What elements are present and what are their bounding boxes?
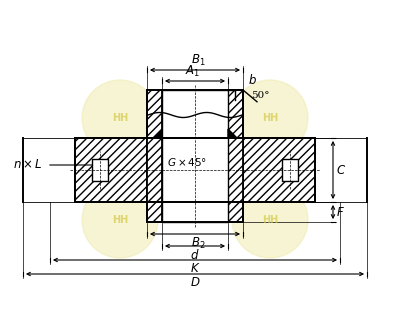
Bar <box>75 138 147 202</box>
Bar <box>228 138 243 202</box>
Text: HH: HH <box>112 215 128 225</box>
Text: $B_2$: $B_2$ <box>191 236 205 251</box>
Bar <box>162 90 228 222</box>
Text: $A_1$: $A_1$ <box>186 64 200 79</box>
Circle shape <box>232 182 308 258</box>
Bar <box>147 202 162 222</box>
Text: $B_1$: $B_1$ <box>191 53 205 68</box>
Circle shape <box>82 80 158 156</box>
Text: HH: HH <box>262 113 278 123</box>
Text: 50°: 50° <box>251 91 270 99</box>
Bar <box>147 138 162 202</box>
Text: $d$: $d$ <box>190 248 200 262</box>
Circle shape <box>232 80 308 156</box>
Text: HH: HH <box>262 215 278 225</box>
Bar <box>282 159 298 181</box>
Bar <box>228 90 243 138</box>
Bar <box>147 90 162 138</box>
Text: $K$: $K$ <box>190 262 200 275</box>
Bar <box>147 202 243 222</box>
Text: $C$: $C$ <box>336 163 346 176</box>
Text: $D$: $D$ <box>190 276 200 289</box>
Polygon shape <box>228 129 237 138</box>
Bar <box>147 90 243 138</box>
Text: HH: HH <box>112 113 128 123</box>
Bar <box>75 138 315 202</box>
Bar <box>243 138 315 202</box>
Polygon shape <box>153 129 162 138</box>
Text: $G\times45°$: $G\times45°$ <box>167 156 207 168</box>
Text: $F$: $F$ <box>336 206 345 218</box>
Bar <box>92 159 108 181</box>
Text: $b$: $b$ <box>248 73 257 87</box>
Bar <box>228 202 243 222</box>
Circle shape <box>82 182 158 258</box>
Text: $n\times L$: $n\times L$ <box>13 158 43 172</box>
